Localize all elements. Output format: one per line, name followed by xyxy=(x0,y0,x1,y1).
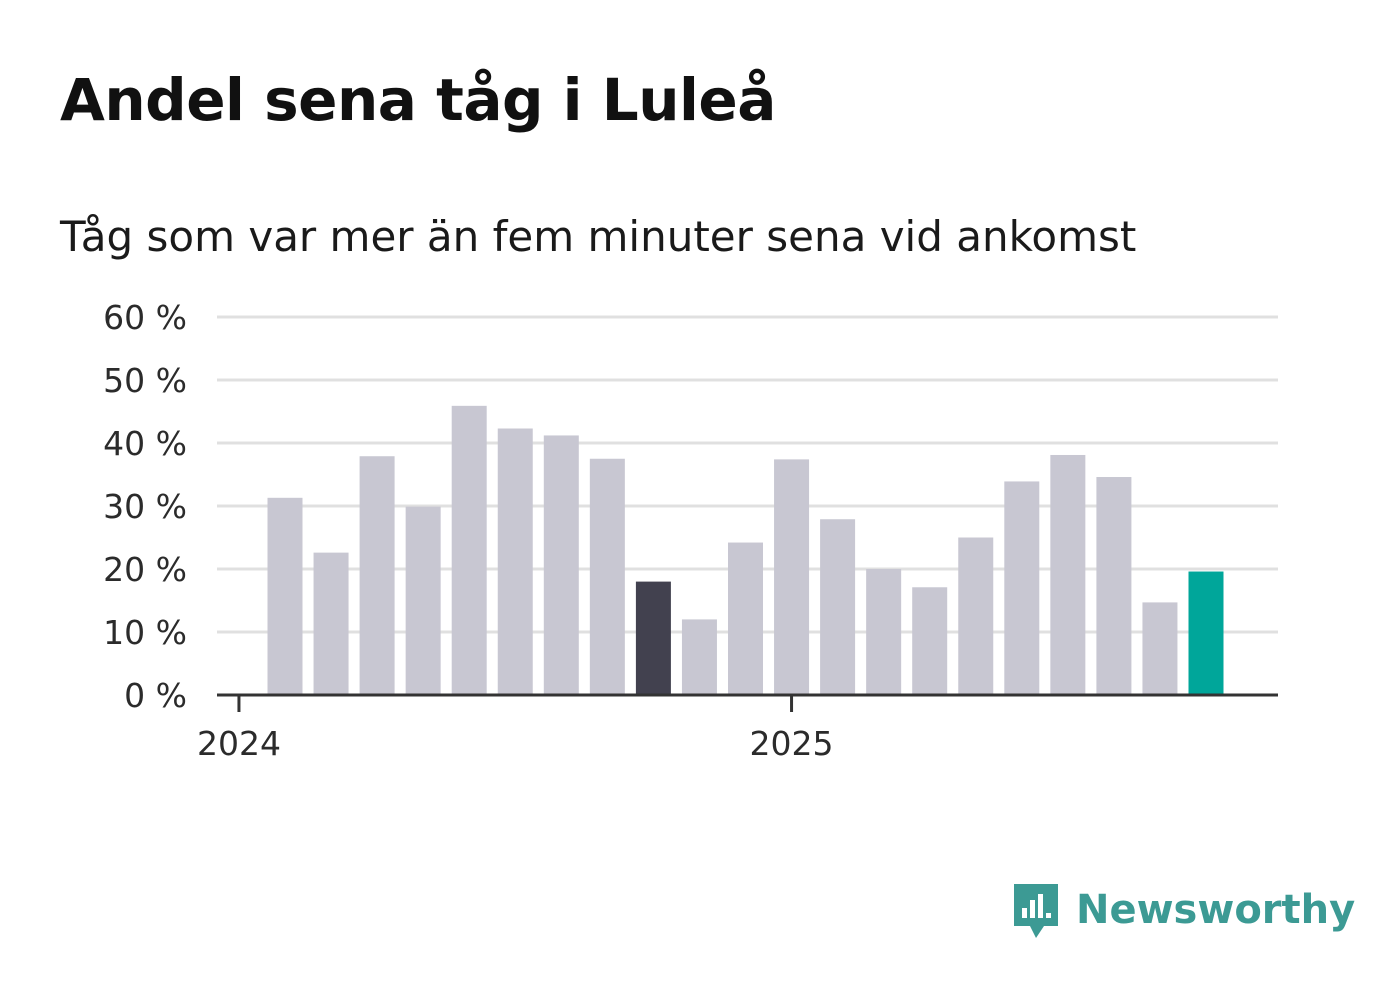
y-axis-tick-labels: 0 % 10 % 20 % 30 % 40 % 50 % 60 % xyxy=(103,298,187,715)
bar xyxy=(774,459,810,695)
bar xyxy=(1004,481,1040,695)
bar xyxy=(820,519,856,695)
bar xyxy=(313,552,349,695)
bars xyxy=(267,405,1224,695)
bar xyxy=(635,581,671,695)
y-tick-label: 50 % xyxy=(103,361,187,400)
bar xyxy=(405,506,441,695)
bar xyxy=(1096,477,1132,695)
bar xyxy=(451,405,487,695)
x-tick-label: 2024 xyxy=(197,724,281,763)
bar xyxy=(359,456,395,695)
bar xyxy=(1142,602,1178,695)
x-tick-label: 2025 xyxy=(750,724,834,763)
newsworthy-logo-icon xyxy=(1014,884,1058,938)
bar xyxy=(728,542,763,695)
bar xyxy=(543,435,579,695)
y-tick-label: 20 % xyxy=(103,550,187,589)
chart-title: Andel sena tåg i Luleå xyxy=(60,66,776,134)
bar xyxy=(1050,454,1086,695)
x-axis xyxy=(217,693,1278,712)
y-tick-label: 60 % xyxy=(103,298,187,337)
bar xyxy=(497,428,533,695)
bar xyxy=(267,497,303,695)
bar xyxy=(912,587,948,695)
bar xyxy=(681,619,717,695)
y-tick-label: 40 % xyxy=(103,424,187,463)
chart-subtitle: Tåg som var mer än fem minuter sena vid … xyxy=(60,212,1137,261)
bar xyxy=(958,537,994,695)
y-tick-label: 30 % xyxy=(103,487,187,526)
bar xyxy=(589,458,625,695)
bar xyxy=(1188,571,1224,695)
brand-name: Newsworthy xyxy=(1076,887,1356,933)
y-tick-label: 0 % xyxy=(124,676,187,715)
brand-logo: Newsworthy xyxy=(1010,878,1355,942)
x-axis-tick-labels: 2024 2025 xyxy=(197,724,834,763)
bar xyxy=(866,569,902,695)
y-tick-label: 10 % xyxy=(103,613,187,652)
